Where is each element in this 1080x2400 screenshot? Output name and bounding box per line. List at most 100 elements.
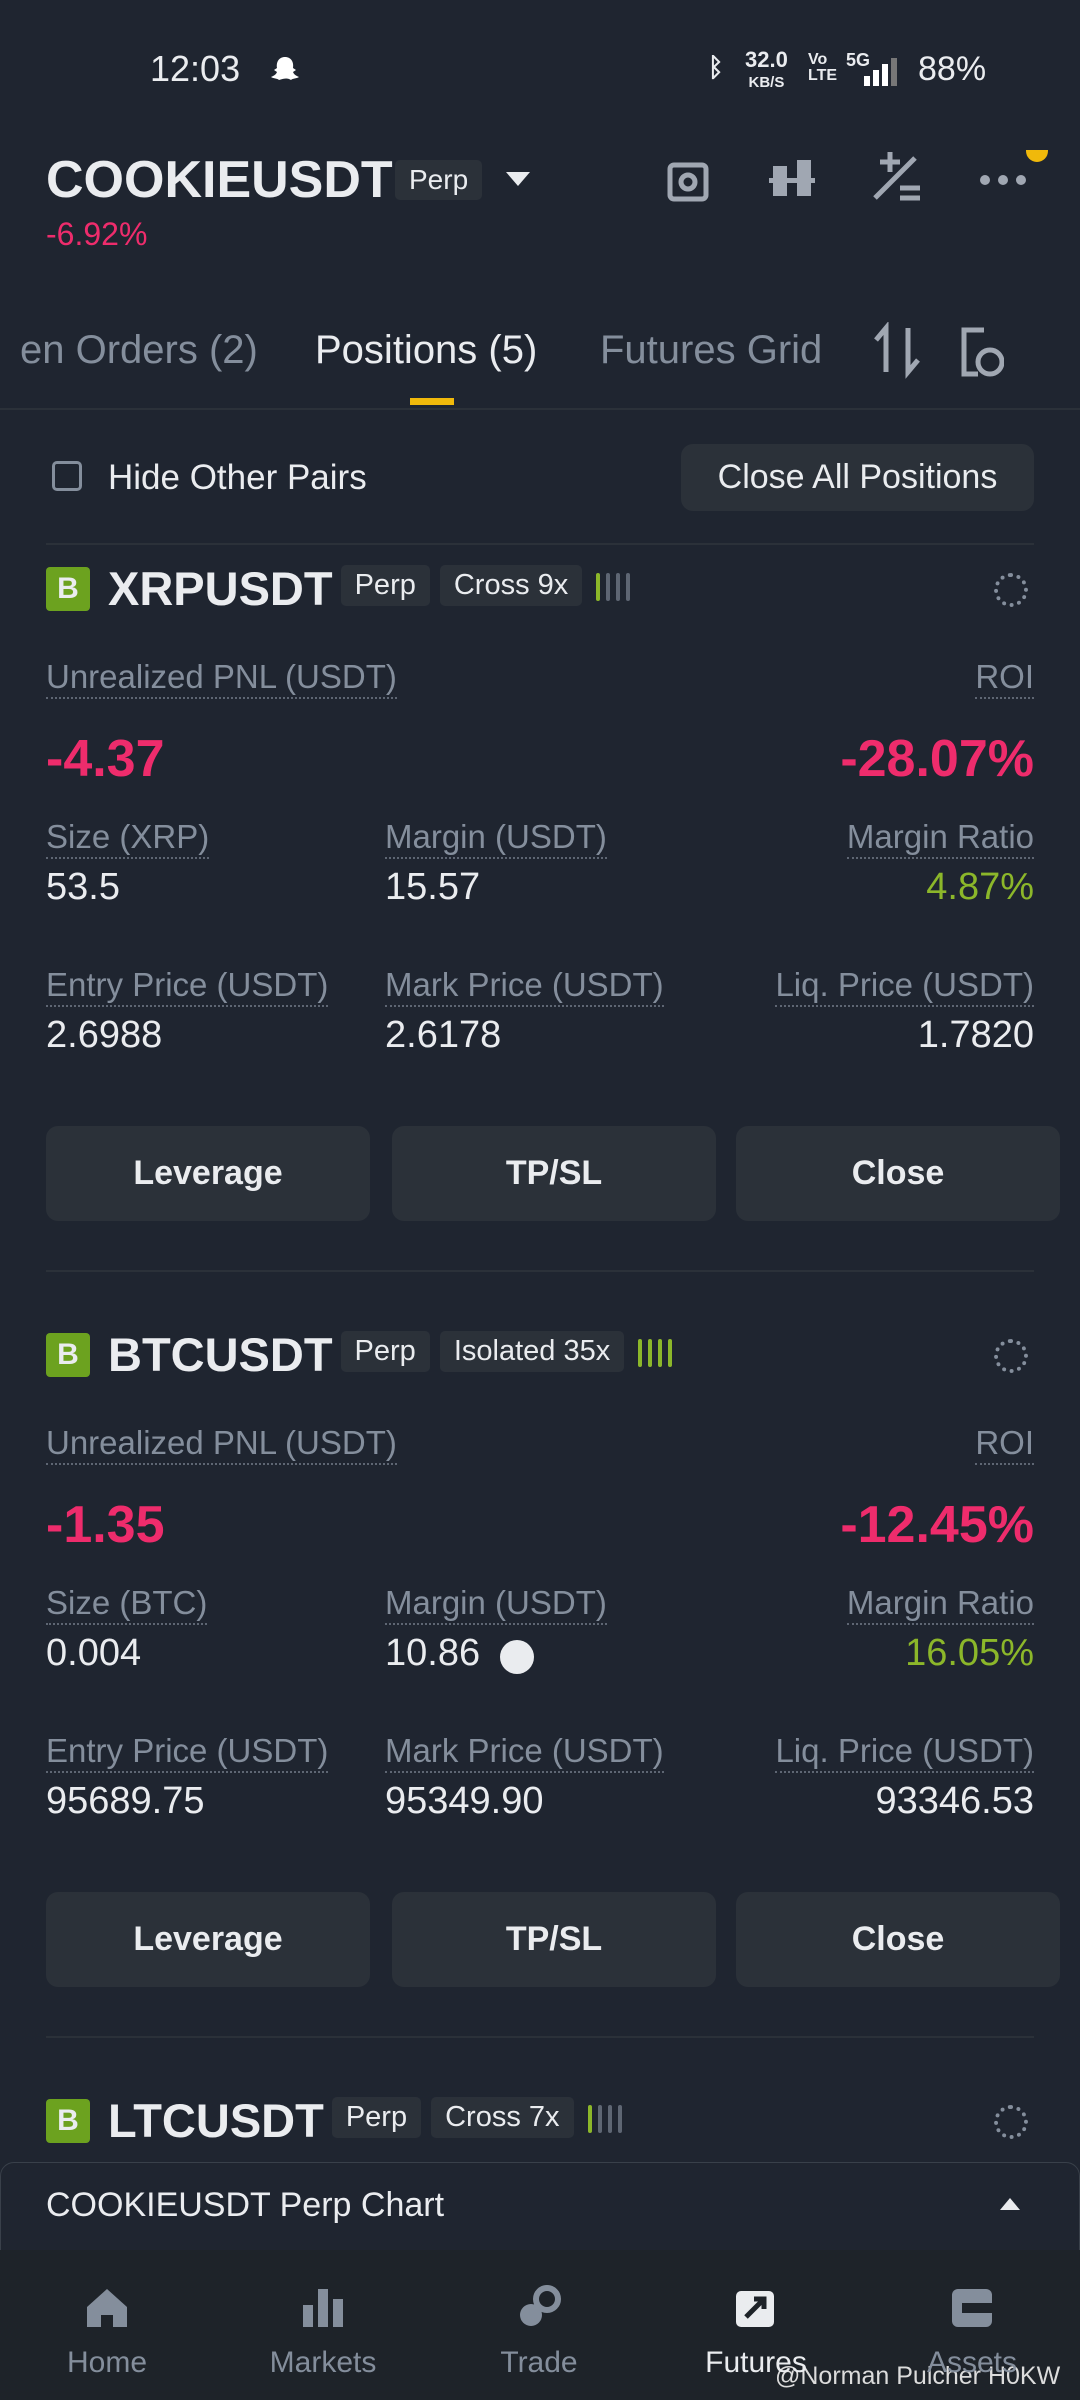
roi-value: -28.07% (840, 730, 1034, 788)
pnl-value: -4.37 (46, 730, 165, 788)
action-button[interactable]: Close (736, 1126, 1060, 1221)
mark-label: Mark Price (USDT) (385, 1731, 664, 1773)
nav-label[interactable]: Trade (500, 2346, 578, 2379)
margin-value: 10.86 (385, 1632, 481, 1674)
tab[interactable]: en Orders (2) (20, 328, 258, 372)
size-value: 0.004 (46, 1632, 142, 1674)
divider (0, 408, 1080, 410)
risk-bar (596, 573, 601, 601)
nav-label[interactable]: Assets (926, 2346, 1018, 2379)
pnl-value: -1.35 (46, 1496, 165, 1554)
watermark: @Norman Pulcher H0KW (775, 2362, 1061, 2390)
risk-bar (626, 573, 631, 601)
nav-icon[interactable] (299, 2283, 347, 2331)
ratio-label: Margin Ratio (846, 1583, 1034, 1625)
type-tag: Perp (340, 1331, 430, 1372)
snap-icon (271, 57, 299, 80)
action-button[interactable]: Leverage (46, 1892, 370, 1987)
margin-mode-tag: Cross 9x (439, 565, 583, 606)
side-badge: B (46, 1333, 90, 1377)
roi-label: ROI (975, 1423, 1034, 1465)
entry-value: 2.6988 (46, 1014, 163, 1056)
entry-label: Entry Price (USDT) (46, 1731, 329, 1773)
tab-indicator (410, 398, 454, 405)
risk-bar (658, 1339, 663, 1367)
risk-bar (617, 2105, 622, 2133)
type-tag: Perp (331, 2097, 422, 2138)
risk-bar (638, 1339, 643, 1367)
symbol[interactable]: XRPUSDT (108, 562, 333, 615)
liq-label: Liq. Price (USDT) (775, 965, 1034, 1007)
battery: 88% (918, 50, 987, 88)
mark-value: 95349.90 (385, 1780, 544, 1822)
chart-bar[interactable] (0, 2162, 1080, 2251)
liq-value: 93346.53 (875, 1780, 1035, 1822)
mark-value: 2.6178 (385, 1014, 502, 1056)
hide-pairs-label[interactable]: Hide Other Pairs (108, 458, 367, 497)
risk-bar (648, 1339, 653, 1367)
action-button[interactable]: TP/SL (392, 1126, 716, 1221)
perp-tag: Perp (395, 160, 483, 200)
risk-bar (607, 2105, 612, 2133)
entry-value: 95689.75 (46, 1780, 205, 1822)
chart-bar-label: COOKIEUSDT Perp Chart (46, 2186, 445, 2224)
side-badge: B (46, 2099, 90, 2143)
share-icon[interactable] (994, 2105, 1028, 2139)
divider (46, 1270, 1034, 1272)
bt-icon: ᛒ (708, 52, 724, 82)
nav-icon[interactable] (83, 2283, 131, 2331)
bottom-nav (0, 2250, 1080, 2400)
nav-icon[interactable] (732, 2283, 780, 2331)
volte: Vo LTE (808, 51, 838, 84)
symbol-title[interactable]: COOKIEUSDT (46, 151, 393, 209)
network: 5G (846, 50, 871, 70)
liq-label: Liq. Price (USDT) (775, 1731, 1034, 1773)
divider (46, 2036, 1034, 2038)
nav-icon[interactable] (948, 2283, 996, 2331)
chevron-up (1000, 2198, 1020, 2210)
risk-bar (587, 2105, 592, 2133)
nav-label[interactable]: Markets (269, 2346, 377, 2379)
ratio-value: 16.05% (905, 1632, 1034, 1674)
tab-active[interactable]: Positions (5) (315, 328, 538, 372)
tab[interactable]: Futures Grid (600, 328, 823, 372)
action-button[interactable]: Close (736, 1892, 1060, 1987)
margin-mode-tag: Isolated 35x (439, 1331, 625, 1372)
dropdown[interactable] (504, 170, 532, 190)
ratio-value: 4.87% (926, 866, 1034, 908)
pnl-label: Unrealized PNL (USDT) (46, 657, 397, 699)
size-label: Size (XRP) (46, 817, 210, 859)
risk-bar (668, 1339, 673, 1367)
size-value: 53.5 (46, 866, 120, 908)
nav-label[interactable]: Home (66, 2346, 148, 2379)
action-button[interactable]: TP/SL (392, 1892, 716, 1987)
entry-label: Entry Price (USDT) (46, 965, 329, 1007)
checkbox[interactable] (52, 461, 82, 491)
symbol[interactable]: LTCUSDT (108, 2094, 324, 2147)
pnl-label: Unrealized PNL (USDT) (46, 1423, 397, 1465)
divider (46, 543, 1034, 545)
nav-icon[interactable] (515, 2283, 563, 2331)
share-icon[interactable] (994, 1339, 1028, 1373)
share-icon[interactable] (994, 573, 1028, 607)
risk-bar (606, 573, 611, 601)
header-icons (667, 150, 1048, 202)
liq-value: 1.7820 (917, 1014, 1034, 1056)
margin-label: Margin (USDT) (385, 817, 607, 859)
signal (864, 58, 897, 86)
roi-value: -12.45% (840, 1496, 1034, 1554)
type-tag: Perp (340, 565, 430, 606)
margin-mode-tag: Cross 7x (431, 2097, 574, 2138)
nav-label[interactable]: Futures (705, 2346, 807, 2379)
risk-bar (616, 573, 621, 601)
action-button[interactable]: Leverage (46, 1126, 370, 1221)
add-margin-icon (500, 1640, 534, 1674)
mark-label: Mark Price (USDT) (385, 965, 664, 1007)
margin-value: 15.57 (385, 866, 481, 908)
tab-icons[interactable] (874, 322, 1004, 382)
symbol[interactable]: BTCUSDT (108, 1328, 333, 1381)
close-all-button[interactable]: Close All Positions (681, 444, 1034, 511)
margin-label: Margin (USDT) (385, 1583, 607, 1625)
size-label: Size (BTC) (46, 1583, 208, 1625)
